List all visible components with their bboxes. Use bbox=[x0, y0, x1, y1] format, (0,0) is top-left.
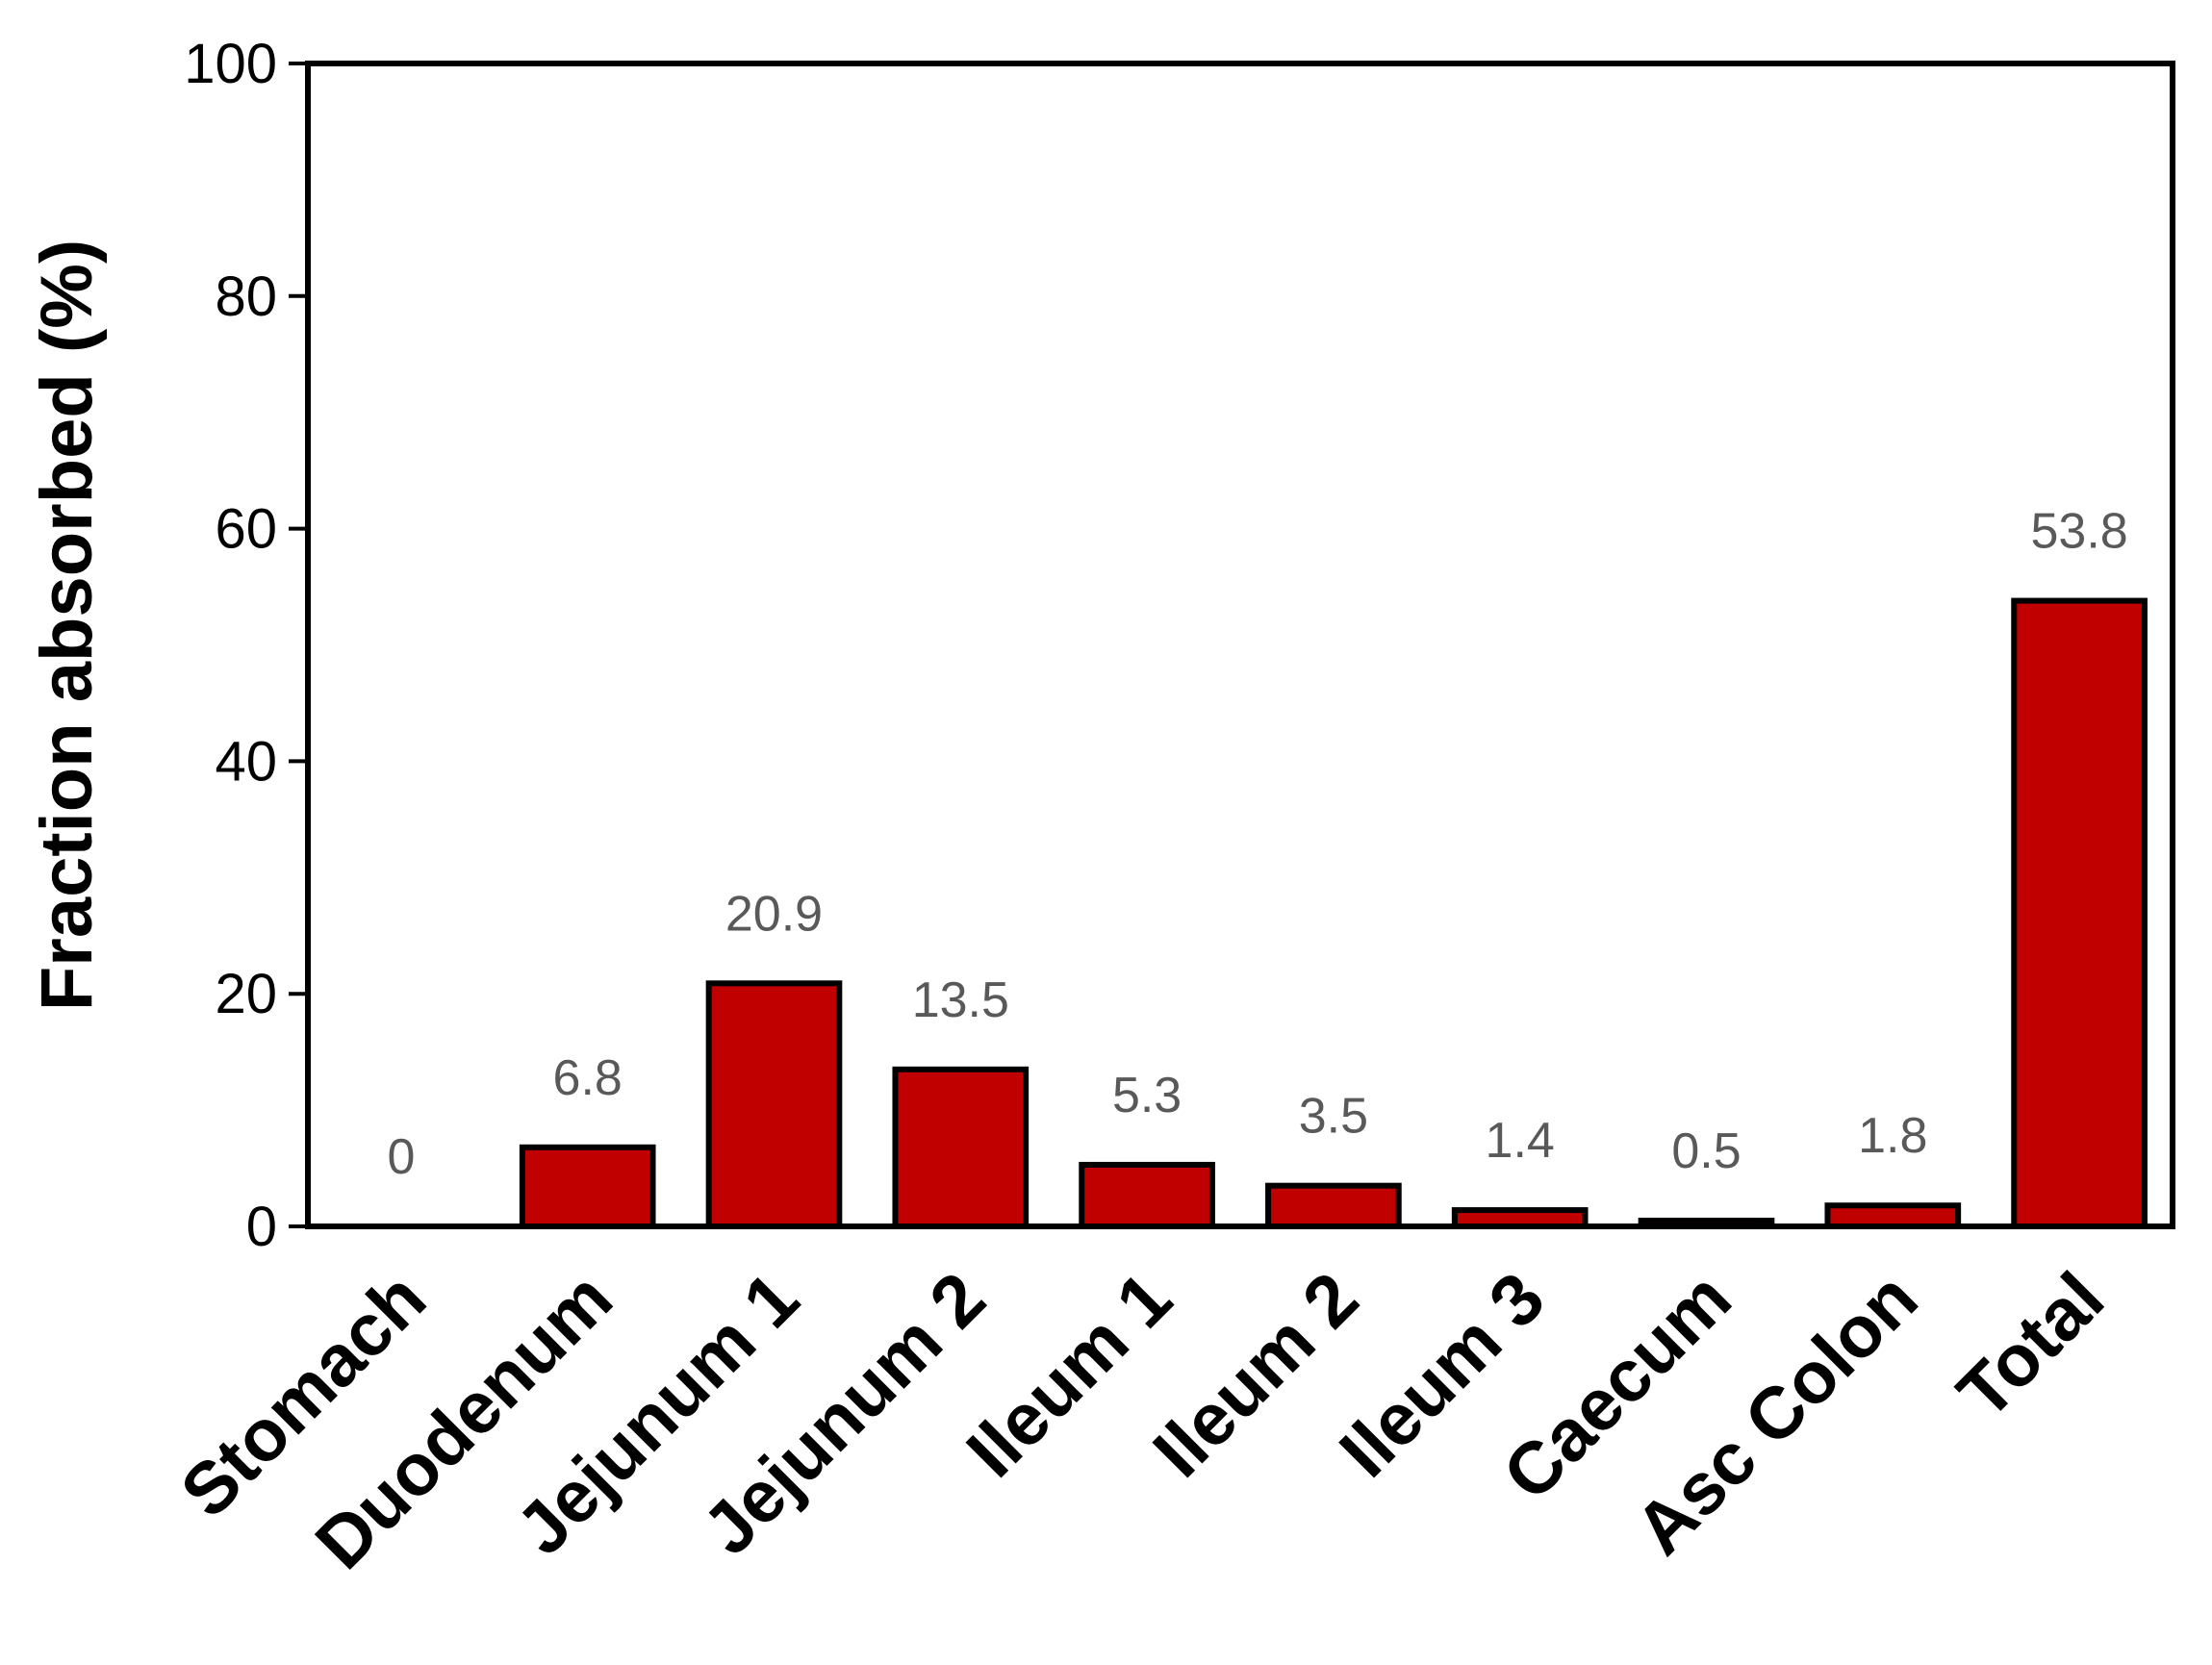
data-label: 3.5 bbox=[1299, 1089, 1368, 1145]
bar bbox=[2011, 597, 2148, 1229]
bars bbox=[519, 597, 2148, 1230]
data-label: 53.8 bbox=[2030, 504, 2127, 560]
data-label: 20.9 bbox=[725, 886, 823, 942]
y-tick-label: 0 bbox=[246, 1196, 277, 1258]
x-tick-label: Ileum 1 bbox=[952, 1257, 1187, 1493]
y-tick-label: 40 bbox=[215, 730, 277, 793]
x-tick-label: Ileum 2 bbox=[1138, 1257, 1374, 1493]
y-tick-label: 100 bbox=[184, 33, 277, 95]
data-label: 13.5 bbox=[912, 972, 1009, 1028]
y-tick-label: 60 bbox=[215, 498, 277, 561]
bar bbox=[892, 1066, 1030, 1230]
data-label: 5.3 bbox=[1112, 1068, 1182, 1123]
x-tick-label: Total bbox=[1943, 1257, 2120, 1434]
data-label: 6.8 bbox=[553, 1050, 623, 1106]
y-axis-title: Fraction absorbed (%) bbox=[26, 240, 108, 1011]
bar bbox=[705, 980, 843, 1229]
bar bbox=[1079, 1161, 1215, 1229]
bar bbox=[1265, 1182, 1402, 1230]
data-label: 0 bbox=[387, 1129, 415, 1185]
y-tick-label: 20 bbox=[215, 963, 277, 1025]
y-axis: 0 20 40 60 80 100 bbox=[184, 33, 308, 1258]
data-label: 1.4 bbox=[1486, 1113, 1555, 1169]
data-label: 1.8 bbox=[1858, 1108, 1927, 1164]
data-labels: 0 6.8 20.9 13.5 5.3 3.5 1.4 0.5 1.8 53.8 bbox=[387, 504, 2127, 1185]
y-tick-label: 80 bbox=[215, 265, 277, 328]
data-label: 0.5 bbox=[1671, 1123, 1741, 1179]
bar bbox=[1824, 1202, 1962, 1230]
bar bbox=[519, 1144, 656, 1229]
